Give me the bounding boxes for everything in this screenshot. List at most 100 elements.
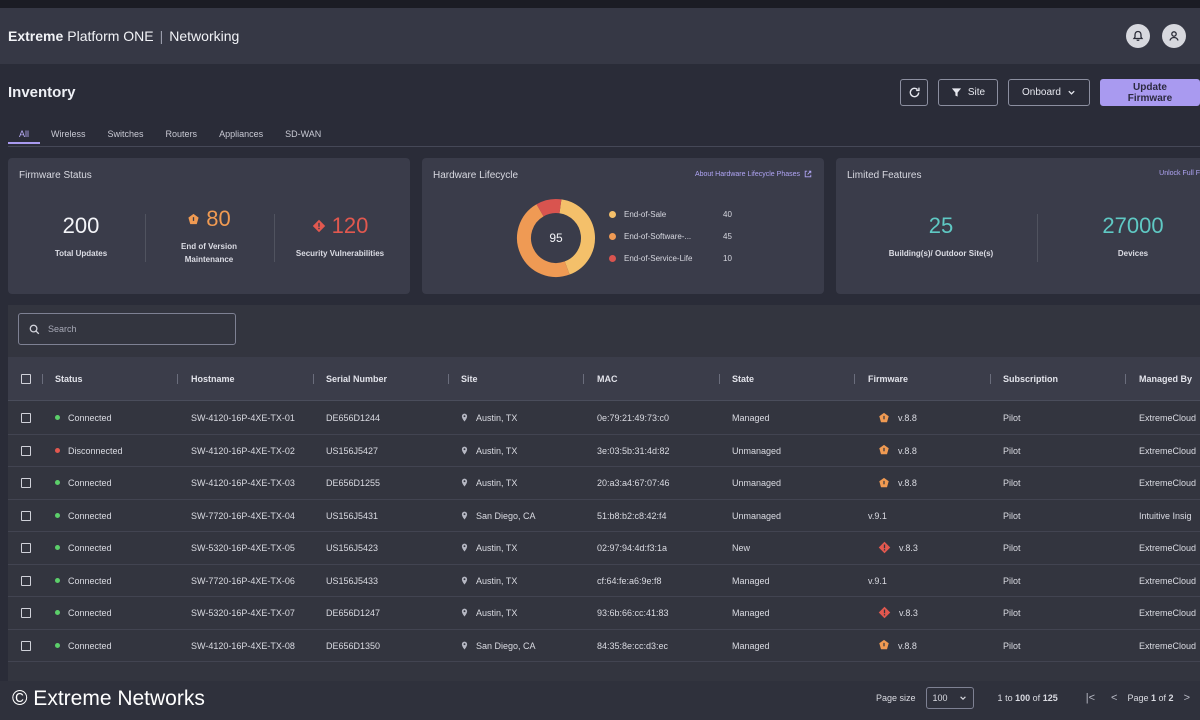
column-header-serial-number[interactable]: Serial Number [326, 374, 388, 384]
next-page-icon[interactable]: > [1183, 692, 1190, 704]
column-header-managed-by[interactable]: Managed By [1139, 374, 1193, 384]
tab-all[interactable]: All [8, 124, 41, 144]
hostname-cell: SW-5320-16P-4XE-TX-05 [191, 543, 295, 553]
location-pin-icon [461, 608, 468, 617]
onboard-dropdown[interactable]: Onboard [1008, 79, 1090, 106]
managed-by-cell: ExtremeCloud [1139, 608, 1197, 618]
table-row[interactable]: Connected SW-5320-16P-4XE-TX-05 US156J5423… [8, 532, 1200, 565]
table-row[interactable]: Connected SW-7720-16P-4XE-TX-04 US156J5431… [8, 500, 1200, 532]
table-row[interactable]: Connected SW-7720-16P-4XE-TX-06 US156J5433… [8, 565, 1200, 597]
managed-by-cell: ExtremeCloud [1139, 478, 1197, 488]
total-updates-metric[interactable]: 200 Total Updates [22, 213, 140, 260]
firmware-cell: v.8.3 [878, 532, 1003, 564]
previous-page-icon[interactable]: < [1111, 692, 1118, 704]
column-header-firmware[interactable]: Firmware [868, 374, 909, 384]
card-title: Limited Features [847, 170, 922, 181]
donut-slice-1[interactable] [517, 204, 570, 277]
device-type-tabs: All Wireless Switches Routers Appliances… [8, 124, 332, 144]
status-text: Connected [68, 608, 112, 618]
vulnerability-icon [312, 219, 325, 233]
legend-item-end-of-sale[interactable]: End-of-Sale 40 [609, 210, 732, 219]
site-name: Austin, TX [476, 543, 518, 553]
table-row[interactable]: Connected SW-5320-16P-4XE-TX-07 DE656D1247… [8, 597, 1200, 630]
security-vulnerabilities-metric[interactable]: 120 Security Vulnerabilities [280, 213, 400, 260]
table-row[interactable]: Connected SW-4120-16P-4XE-TX-03 DE656D1255… [8, 467, 1200, 500]
row-checkbox[interactable] [21, 640, 31, 651]
tab-sd-wan[interactable]: SD-WAN [285, 129, 322, 139]
lifecycle-donut-chart[interactable]: 95 [514, 196, 598, 280]
eovm-icon [188, 213, 199, 224]
column-separator [719, 374, 720, 384]
mac-cell: 20:a3:a4:67:07:46 [597, 478, 670, 488]
sites-metric[interactable]: 25 Building(s)/ Outdoor Site(s) [866, 213, 1016, 260]
search-icon [29, 324, 40, 334]
filter-icon [951, 88, 961, 97]
card-title: Firmware Status [19, 170, 92, 181]
table-row[interactable]: Disconnected SW-4120-16P-4XE-TX-02 US156J5… [8, 435, 1200, 467]
notifications-button[interactable] [1126, 24, 1150, 48]
firmware-cell: v.9.1 [868, 565, 993, 597]
metric-label-line1: End of Version [180, 242, 237, 251]
table-row[interactable]: Connected SW-4120-16P-4XE-TX-08 DE656D1350… [8, 630, 1200, 662]
user-menu-button[interactable] [1162, 24, 1186, 48]
brand[interactable]: Extreme Platform ONE | Networking [8, 28, 239, 44]
row-checkbox[interactable] [21, 543, 31, 553]
devices-metric[interactable]: 27000 Devices [1058, 213, 1200, 260]
row-checkbox[interactable] [21, 575, 31, 586]
brand-name-bold: Extreme [8, 28, 64, 44]
firmware-cell: v.8.8 [878, 402, 1003, 434]
site-cell: Austin, TX [461, 532, 586, 564]
status-text: Connected [68, 575, 112, 586]
tab-routers[interactable]: Routers [165, 129, 198, 139]
refresh-button[interactable] [900, 79, 928, 106]
eovm-metric[interactable]: 80 End of Version Maintenance [150, 206, 268, 266]
metric-label: Devices [1117, 249, 1149, 258]
status-dot-icon [55, 577, 60, 583]
row-checkbox[interactable] [21, 478, 31, 488]
column-header-status[interactable]: Status [55, 374, 83, 384]
eovm-icon [879, 444, 889, 455]
row-checkbox[interactable] [21, 445, 31, 456]
table-row[interactable]: Connected SW-4120-16P-4XE-TX-01 DE656D1244… [8, 402, 1200, 435]
column-separator [990, 374, 991, 384]
metric-value: 200 [62, 213, 100, 238]
row-checkbox[interactable] [21, 608, 31, 618]
row-checkbox[interactable] [21, 510, 31, 521]
search-input[interactable]: Search [18, 313, 236, 345]
site-cell: Austin, TX [461, 467, 586, 499]
legend-item-end-of-service-life[interactable]: End-of-Service-Life 10 [609, 254, 732, 263]
column-separator [42, 374, 43, 384]
status-cell: Connected [55, 565, 175, 597]
column-separator [583, 374, 584, 384]
site-cell: Austin, TX [461, 402, 586, 434]
first-page-icon[interactable]: |< [1085, 692, 1095, 704]
column-separator [313, 374, 314, 384]
row-checkbox[interactable] [21, 413, 31, 423]
tab-switches[interactable]: Switches [107, 129, 144, 139]
column-header-hostname[interactable]: Hostname [191, 374, 235, 384]
donut-slice-2[interactable] [536, 199, 562, 217]
column-header-site[interactable]: Site [461, 374, 478, 384]
update-firmware-button[interactable]: Update Firmware [1100, 79, 1200, 106]
status-dot-icon [55, 610, 60, 616]
unlock-full-features-link[interactable]: Unlock Full F [1159, 170, 1200, 177]
tab-appliances[interactable]: Appliances [219, 129, 264, 139]
pagination: Page size 100 1 to 100 of 125 |< < Page … [876, 687, 1190, 709]
select-all-checkbox[interactable] [21, 374, 31, 384]
divider [1037, 214, 1038, 262]
lifecycle-phases-link[interactable]: About Hardware Lifecycle Phases [695, 170, 812, 178]
column-header-mac[interactable]: MAC [597, 374, 618, 384]
column-separator [1125, 374, 1126, 384]
legend-item-end-of-software[interactable]: End-of-Software-... 45 [609, 232, 732, 241]
column-header-subscription[interactable]: Subscription [1003, 374, 1059, 384]
column-header-state[interactable]: State [732, 374, 755, 384]
location-pin-icon [461, 543, 468, 552]
page-size-select[interactable]: 100 [925, 687, 974, 709]
site-filter-button[interactable]: Site [938, 79, 998, 106]
location-pin-icon [461, 478, 468, 487]
mac-cell: 3e:03:5b:31:4d:82 [597, 445, 670, 456]
donut-slice-0[interactable] [559, 199, 595, 275]
brand-separator: | [159, 28, 164, 44]
status-cell: Connected [55, 630, 175, 662]
tab-wireless[interactable]: Wireless [51, 129, 86, 139]
